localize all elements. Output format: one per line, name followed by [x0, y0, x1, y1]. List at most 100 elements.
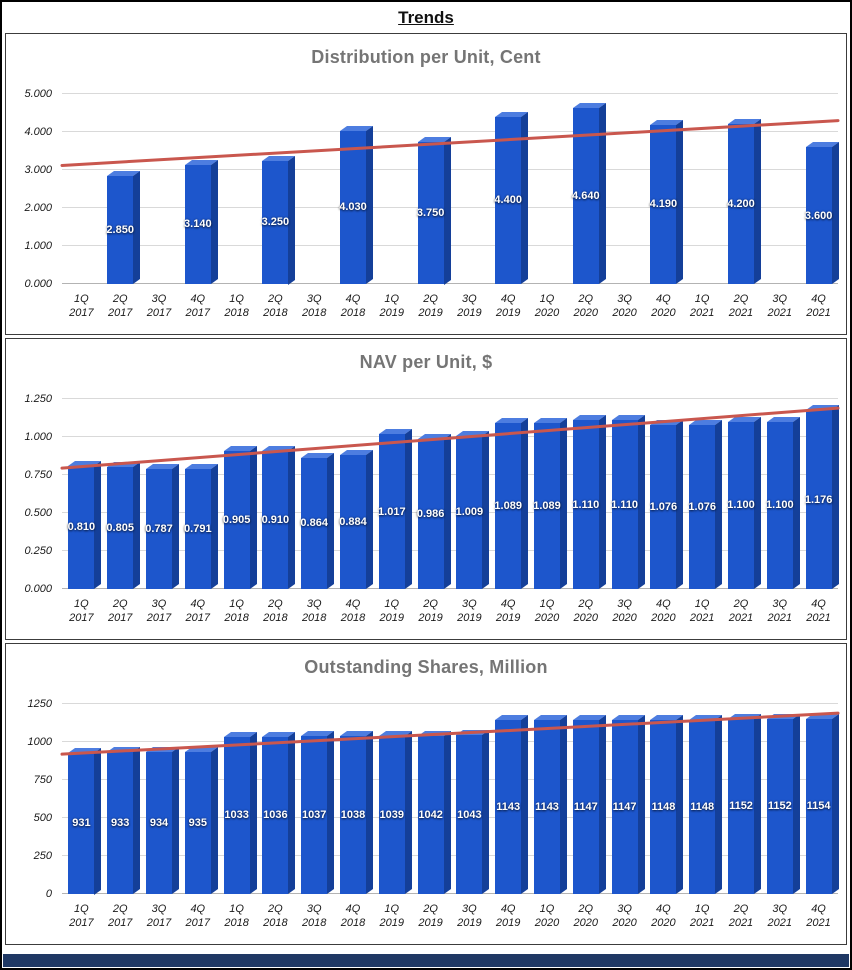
bar: 1143	[495, 715, 529, 894]
x-axis-tick-label: 1Q 2021	[689, 598, 715, 624]
bar-value-label: 1.110	[572, 498, 600, 511]
bar-value-label: 1147	[612, 800, 637, 813]
bar-value-label: 1148	[690, 800, 715, 813]
x-axis-tick-label: 1Q 2018	[224, 293, 249, 319]
x-axis-tick-label: 3Q 2019	[457, 903, 482, 929]
x-axis-tick-label: 2Q 2019	[418, 598, 443, 624]
bar-value-label: 0.805	[106, 521, 134, 534]
page-title-text: Trends	[398, 8, 454, 27]
x-axis-tick-label: 1Q 2019	[379, 903, 405, 929]
bar-side-face	[715, 714, 723, 894]
chart-panel-outstanding-shares[interactable]: Outstanding Shares, Million 0 250 500 750 10…	[5, 643, 847, 945]
x-axis: 1Q 2017 2Q 2017 3Q 2017 4Q 2017 1Q 2018 2Q 2018 3Q 20…	[62, 598, 838, 634]
y-axis-tick-label: 0.000	[24, 583, 52, 595]
bar-value-label: 1143	[535, 801, 559, 814]
bar: 1147	[572, 714, 606, 894]
plot-wrap: 0 250 500 750 1000 1250 931 933 934 935 1033 1036 1…	[14, 698, 839, 900]
gridline	[62, 398, 838, 399]
chart-panel-distribution-per-unit[interactable]: Distribution per Unit, Cent 0.000 1.000 2.…	[5, 33, 847, 335]
y-axis-tick-label: 0.250	[24, 545, 52, 557]
bar: 3.250	[262, 155, 296, 284]
bar-value-label: 1143	[496, 801, 521, 814]
bar-value-label: 1.017	[378, 505, 406, 518]
plot-wrap: 0.000 0.250 0.500 0.750 1.000 1.250 0.810 0.80…	[14, 393, 838, 595]
chart-title: Distribution per Unit, Cent	[311, 47, 541, 67]
bar-side-face	[676, 714, 684, 894]
x-axis-tick-label: 1Q 2018	[224, 903, 249, 929]
x-axis-tick-label: 1Q 2020	[534, 903, 560, 929]
y-axis-tick-label: 250	[33, 850, 52, 862]
bar-value-label: 1147	[573, 800, 598, 813]
bar-value-label: 1033	[224, 809, 249, 822]
x-axis-tick-label: 2Q 2019	[418, 293, 443, 319]
bar-side-face	[637, 714, 645, 894]
y-axis-tick-label: 0.750	[24, 469, 52, 481]
x-axis-tick-label: 1Q 2020	[534, 293, 560, 319]
x-axis-tick-label: 4Q 2018	[340, 293, 366, 319]
bar-value-label: 1.100	[727, 499, 755, 512]
x-axis-tick-label: 1Q 2018	[224, 598, 249, 624]
plot-wrap: 0.000 1.000 2.000 3.000 4.000 5.000 2.850 3.14…	[14, 88, 839, 290]
page-title: Trends	[2, 2, 850, 33]
x-axis-tick-label: 2Q 2020	[573, 598, 598, 624]
bar-side-face	[210, 746, 218, 894]
bar-value-label: 3.140	[184, 218, 212, 231]
bar-value-label: 0.905	[222, 514, 251, 527]
y-axis-tick-label: 500	[33, 812, 52, 824]
bar: 1.100	[727, 416, 762, 589]
bar-value-label: 0.910	[261, 513, 290, 526]
y-axis-tick-label: 1.000	[24, 240, 52, 252]
bar-value-label: 1.076	[688, 501, 716, 514]
bar: 0.787	[145, 464, 180, 589]
bar: 1152	[766, 713, 800, 894]
bar-value-label: 1042	[418, 808, 443, 821]
x-axis-tick-label: 2Q 2020	[573, 903, 598, 929]
bar-value-label: 1043	[457, 808, 482, 821]
x-axis-tick-label: 3Q 2017	[146, 903, 172, 929]
bar-value-label: 931	[72, 817, 91, 830]
bar: 0.864	[300, 452, 335, 589]
x-axis-tick-label: 3Q 2017	[146, 293, 172, 319]
x-axis-tick-label: 1Q 2017	[69, 598, 94, 624]
x-axis-tick-label: 3Q 2021	[767, 903, 792, 929]
bar: 3.600	[805, 142, 839, 284]
bar-value-label: 1.076	[649, 501, 678, 514]
bar-value-label: 0.864	[300, 517, 328, 530]
bar: 0.905	[222, 446, 257, 589]
bar-value-label: 3.750	[416, 206, 445, 219]
bar: 1043	[456, 730, 490, 894]
bar-value-label: 1.176	[804, 493, 833, 506]
bar-side-face	[288, 731, 296, 894]
bar-value-label: 933	[111, 817, 130, 830]
bar: 4.640	[572, 102, 606, 284]
x-axis-tick-label: 1Q 2020	[534, 598, 560, 624]
bar-value-label: 1039	[379, 809, 405, 822]
bar: 1.110	[572, 415, 606, 589]
chart-panel-nav-per-unit[interactable]: NAV per Unit, $ 0.000 0.250 0.500 0.750 1.00…	[5, 338, 847, 640]
bar-value-label: 935	[188, 816, 207, 829]
bar-side-face	[831, 713, 839, 894]
x-axis-tick-label: 4Q 2017	[185, 293, 211, 319]
bar: 0.805	[106, 461, 141, 589]
x-axis-tick-label: 3Q 2020	[612, 903, 637, 929]
gridline	[62, 93, 838, 94]
plot-area: 931 933 934 935 1033 1036 1037 1038 1039 1042 1043…	[62, 703, 839, 894]
bar-value-label: 1.089	[533, 500, 561, 513]
x-axis-tick-label: 4Q 2019	[495, 598, 521, 624]
bar-value-label: 0.787	[145, 523, 173, 536]
bar: 1.076	[688, 420, 723, 589]
x-axis-tick-label: 2Q 2017	[107, 598, 133, 624]
x-axis-tick-label: 4Q 2021	[806, 903, 831, 929]
chart-title: Outstanding Shares, Million	[304, 657, 548, 677]
x-axis-tick-label: 4Q 2019	[495, 903, 521, 929]
bar-side-face	[327, 731, 335, 894]
bar-side-face	[754, 713, 761, 894]
bar: 0.986	[417, 434, 451, 589]
bar-value-label: 0.884	[339, 515, 367, 528]
bar-value-label: 1.089	[494, 500, 522, 513]
x-axis-tick-label: 1Q 2021	[689, 293, 715, 319]
bar: 1.100	[766, 416, 800, 589]
x-axis-tick-label: 4Q 2018	[340, 903, 366, 929]
x-axis: 1Q 2017 2Q 2017 3Q 2017 4Q 2017 1Q 2018 2Q 2018 3Q 20…	[62, 293, 838, 329]
x-axis-tick-label: 3Q 2017	[146, 598, 172, 624]
